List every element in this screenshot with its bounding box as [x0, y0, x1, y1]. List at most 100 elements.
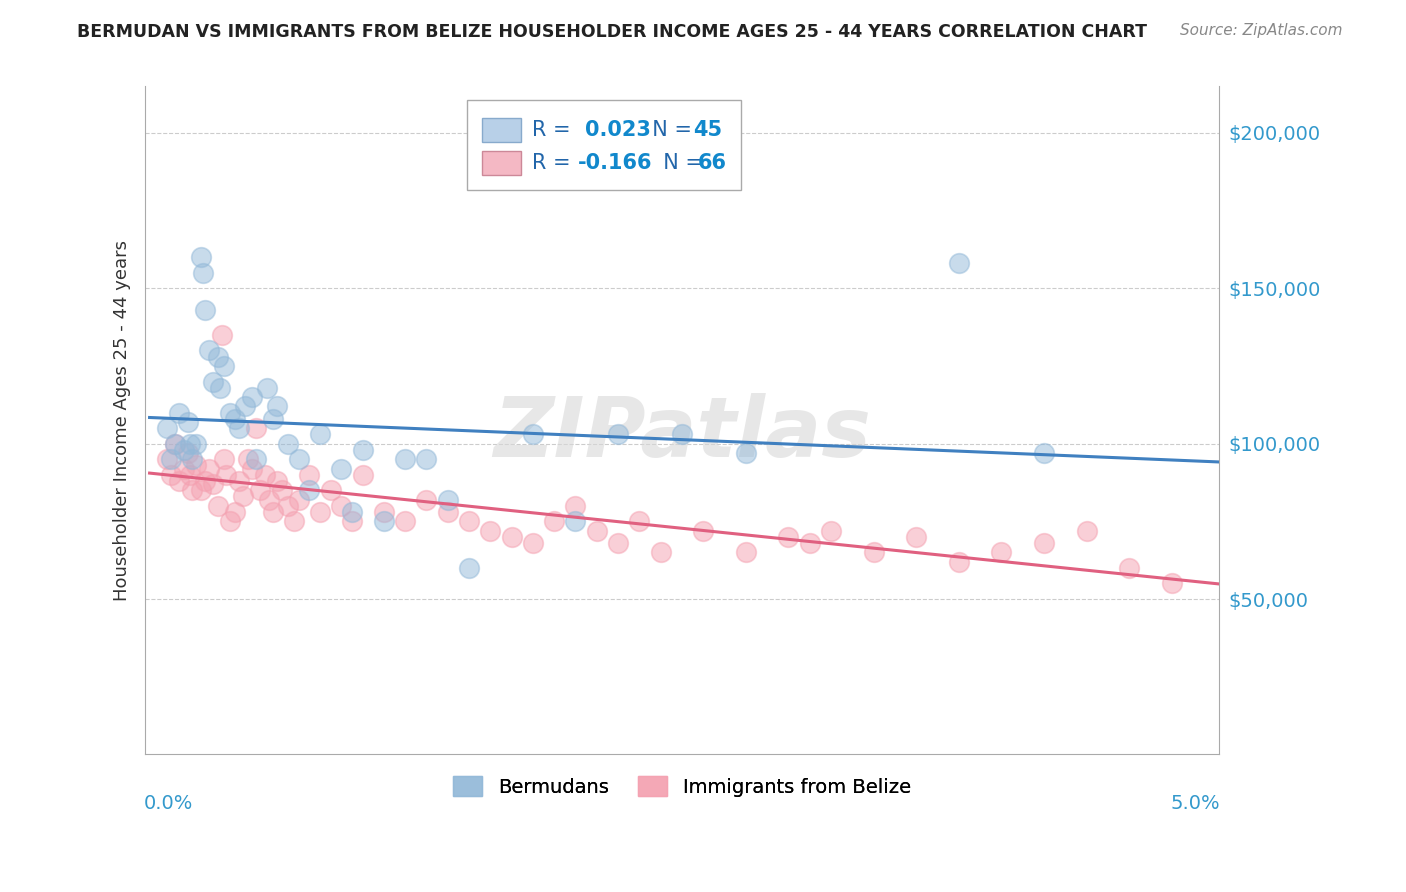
- Text: 66: 66: [697, 153, 727, 173]
- Point: [270, 483, 292, 498]
- Point: [257, 492, 280, 507]
- Point: [692, 524, 714, 538]
- Point: [249, 483, 271, 498]
- Text: N =: N =: [638, 120, 699, 140]
- Point: [298, 483, 321, 498]
- Point: [309, 505, 332, 519]
- Point: [948, 256, 970, 270]
- Point: [905, 530, 928, 544]
- Point: [198, 343, 221, 358]
- Point: [436, 505, 458, 519]
- Point: [266, 474, 288, 488]
- Point: [202, 477, 225, 491]
- Point: [799, 536, 821, 550]
- Point: [458, 514, 481, 528]
- Text: -0.166: -0.166: [578, 153, 652, 173]
- Point: [543, 514, 565, 528]
- Point: [1076, 524, 1098, 538]
- FancyBboxPatch shape: [467, 100, 741, 190]
- Text: N =: N =: [650, 153, 710, 173]
- Y-axis label: Householder Income Ages 25 - 44 years: Householder Income Ages 25 - 44 years: [114, 240, 131, 601]
- Point: [212, 359, 235, 373]
- Point: [650, 545, 672, 559]
- Point: [734, 446, 756, 460]
- Point: [352, 467, 374, 482]
- Point: [415, 452, 437, 467]
- Point: [215, 467, 238, 482]
- Point: [219, 514, 242, 528]
- Point: [190, 483, 212, 498]
- Point: [155, 421, 177, 435]
- Point: [277, 499, 299, 513]
- Point: [232, 490, 254, 504]
- Point: [240, 461, 263, 475]
- Point: [224, 412, 246, 426]
- Point: [628, 514, 651, 528]
- Point: [671, 427, 693, 442]
- Point: [245, 421, 267, 435]
- Point: [191, 266, 214, 280]
- Point: [179, 436, 201, 450]
- Point: [266, 400, 288, 414]
- Text: 45: 45: [693, 120, 721, 140]
- Point: [186, 458, 208, 473]
- Text: Source: ZipAtlas.com: Source: ZipAtlas.com: [1180, 23, 1343, 38]
- Point: [319, 483, 342, 498]
- FancyBboxPatch shape: [482, 151, 522, 175]
- Point: [235, 400, 257, 414]
- Point: [181, 483, 204, 498]
- Point: [160, 467, 183, 482]
- Point: [298, 467, 321, 482]
- Point: [194, 474, 217, 488]
- Point: [458, 561, 481, 575]
- Point: [181, 452, 204, 467]
- Point: [394, 514, 416, 528]
- Text: R =: R =: [531, 153, 576, 173]
- Point: [169, 474, 191, 488]
- Point: [330, 499, 353, 513]
- Point: [160, 452, 183, 467]
- Point: [194, 303, 217, 318]
- Text: 5.0%: 5.0%: [1170, 795, 1219, 814]
- Point: [173, 442, 195, 457]
- Legend: Bermudans, Immigrants from Belize: Bermudans, Immigrants from Belize: [446, 769, 918, 805]
- Point: [564, 514, 586, 528]
- Point: [277, 436, 299, 450]
- Point: [211, 327, 233, 342]
- Text: BERMUDAN VS IMMIGRANTS FROM BELIZE HOUSEHOLDER INCOME AGES 25 - 44 YEARS CORRELA: BERMUDAN VS IMMIGRANTS FROM BELIZE HOUSE…: [77, 23, 1147, 41]
- Point: [1033, 536, 1056, 550]
- Point: [262, 412, 284, 426]
- Point: [245, 452, 267, 467]
- Point: [373, 514, 395, 528]
- Point: [177, 415, 200, 429]
- Point: [373, 505, 395, 519]
- Point: [287, 452, 309, 467]
- Point: [202, 375, 225, 389]
- Point: [340, 514, 363, 528]
- Point: [862, 545, 884, 559]
- Point: [564, 499, 586, 513]
- Point: [165, 436, 187, 450]
- Point: [585, 524, 607, 538]
- Point: [1118, 561, 1140, 575]
- Point: [262, 505, 284, 519]
- Point: [436, 492, 458, 507]
- Text: R =: R =: [531, 120, 583, 140]
- Point: [207, 499, 229, 513]
- Point: [394, 452, 416, 467]
- Point: [607, 536, 630, 550]
- Point: [179, 467, 201, 482]
- Text: ZIPatlas: ZIPatlas: [494, 393, 870, 475]
- Point: [415, 492, 437, 507]
- Point: [236, 452, 259, 467]
- Point: [287, 492, 309, 507]
- Point: [607, 427, 630, 442]
- Point: [479, 524, 502, 538]
- Point: [734, 545, 756, 559]
- Point: [208, 381, 231, 395]
- Point: [228, 474, 250, 488]
- Point: [240, 390, 263, 404]
- Point: [190, 250, 212, 264]
- Point: [820, 524, 842, 538]
- Point: [340, 505, 363, 519]
